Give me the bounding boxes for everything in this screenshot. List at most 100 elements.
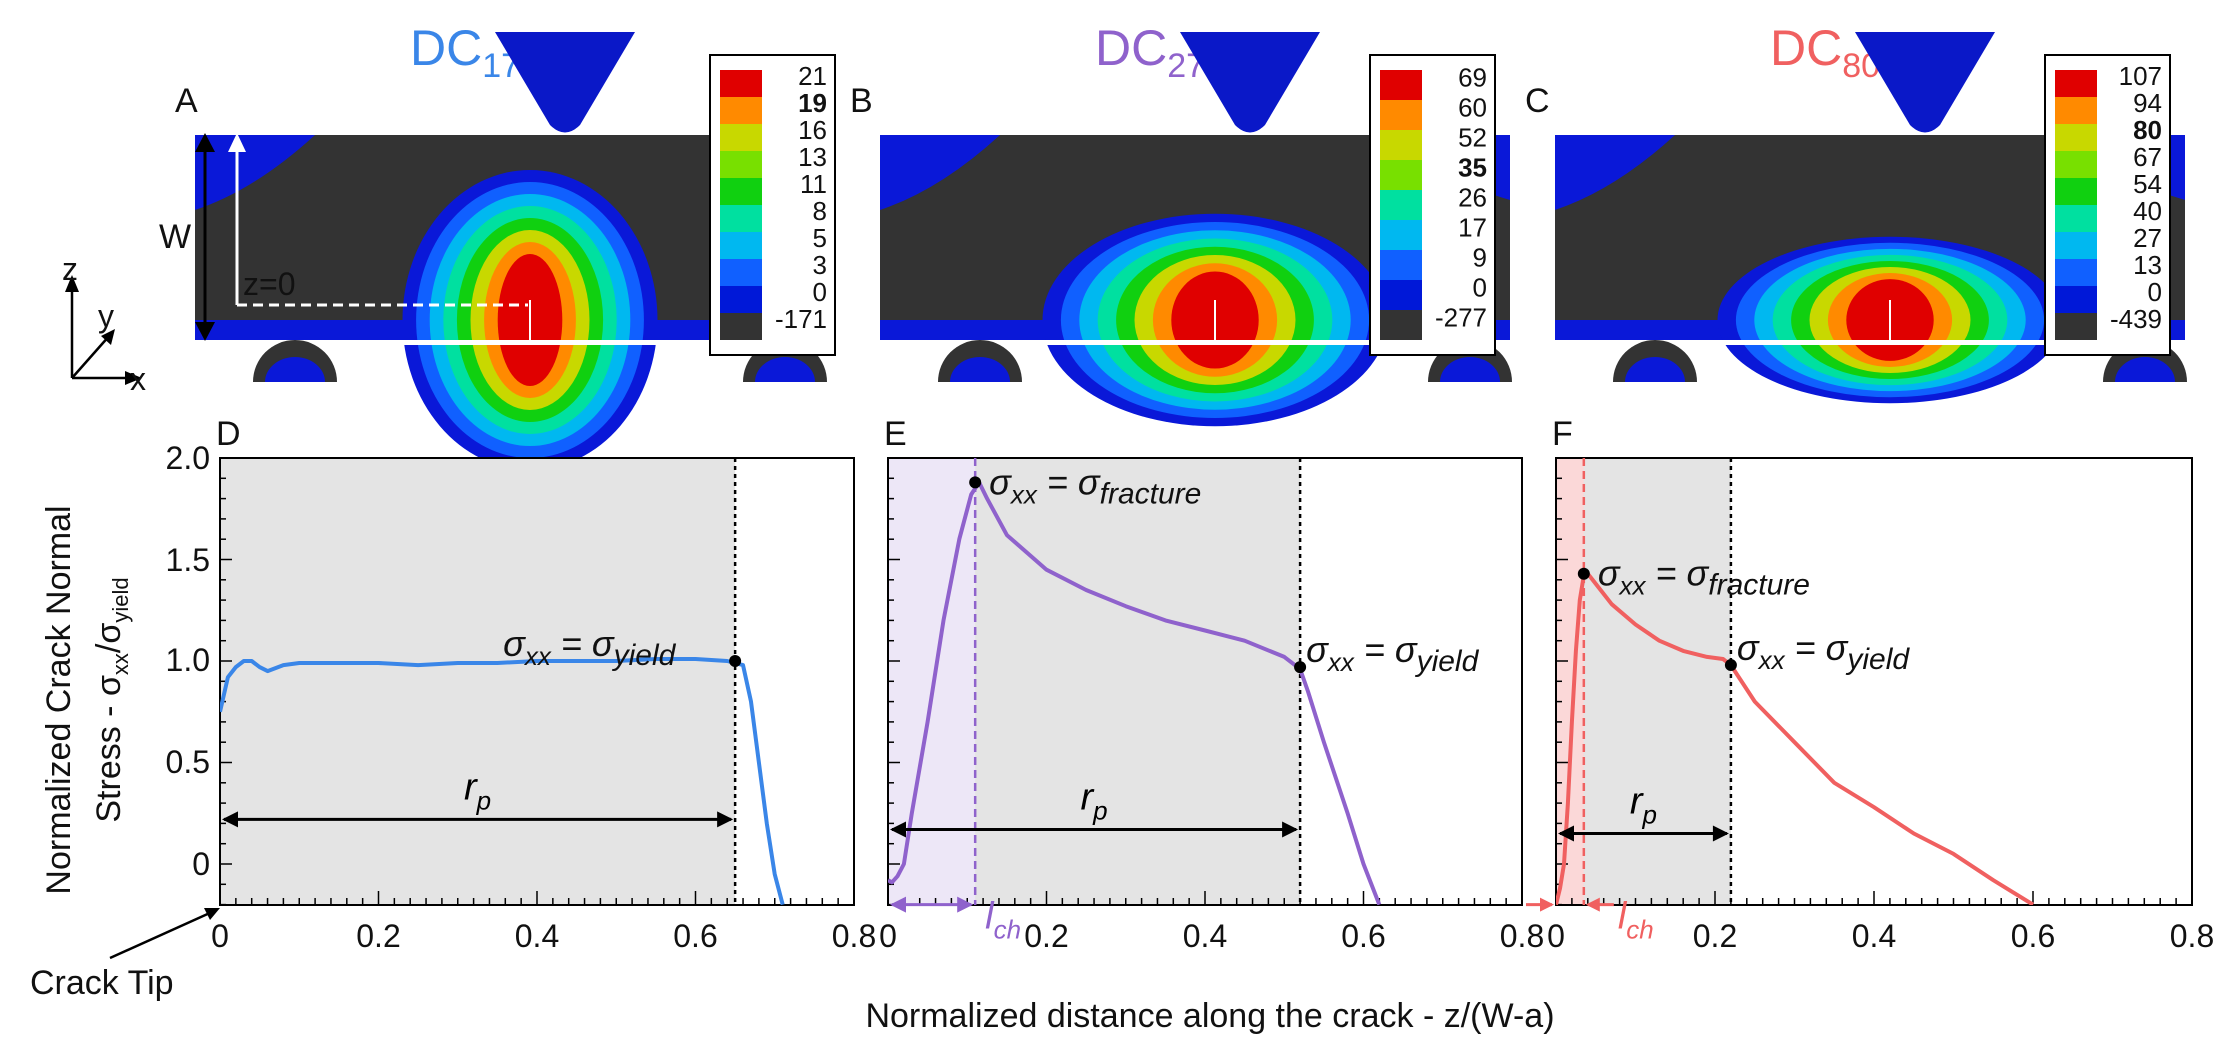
legend-value: 80 [2133,115,2162,145]
point-label-sub: xx [1009,479,1038,509]
contour-title-main: DC [1095,20,1167,76]
legend-value: 8 [813,196,827,226]
point-label: σxx = σyield [503,623,676,672]
stress-patch [1555,135,1675,210]
data-point [729,655,742,667]
legend-swatch [1380,310,1422,340]
x-tick-label: 0.4 [1852,918,1896,954]
legend-value: 0 [1473,273,1487,303]
point-label-sigma: σ [1598,553,1621,594]
rp-arrow: rp [1558,781,1729,842]
legend-value: 35 [1458,153,1487,183]
beam-bottom-edge [880,340,1510,345]
x-tick-label: 0.8 [832,918,876,954]
legend-swatch [720,232,762,259]
legend-swatch [2055,97,2097,124]
legend-value: 13 [2133,250,2162,280]
point-label: σxx = σyield [1306,629,1479,678]
legend-swatch [720,178,762,205]
legend-value: 9 [1473,243,1487,273]
arrow-head [717,811,734,828]
legend-value: 11 [800,169,827,199]
legend-swatch [1380,130,1422,160]
point-label-sub: xx [1757,645,1786,675]
legend-value: 17 [1458,213,1487,243]
legend-value: 52 [1458,123,1487,153]
legend-swatch [1380,70,1422,100]
support-contact [1440,357,1500,382]
point-label-eq: = σ [1646,553,1710,594]
legend-swatch [720,259,762,286]
series-line-dc17 [220,657,785,905]
arrow-head [1585,897,1600,912]
arrow-head [1540,897,1554,912]
legend-swatch [720,124,762,151]
point-label-sigma: σ [503,623,526,664]
point-label-eq: = σ [1785,627,1849,668]
plot-d: D 0 0.2 0.4 0.6 0.8 2.0 1.5 1.0 0.5 0 rp σxx = σyiel… [166,415,877,954]
point-label-sigma: σ [1306,629,1329,670]
point-label-sub: xx [1618,571,1647,601]
indenter [1855,32,1995,133]
legend-value: 19 [798,88,827,118]
point-label-sub2: yield [1845,643,1910,676]
x-tick-label: 0 [879,918,897,954]
x-tick-label: 0.8 [1500,918,1544,954]
arrow-label-sub: ch [1626,915,1653,945]
contour-title-b: DC27 [1095,20,1205,85]
panel-letter-e: E [884,415,907,453]
arrow-label-main: r [464,766,478,808]
point-label-sub2: yield [612,639,677,672]
legend-swatch [720,151,762,178]
support-contact [1625,357,1685,382]
y-tick-label: 0.5 [166,744,210,780]
legend-swatch [2055,70,2097,97]
legend-swatch [1380,250,1422,280]
x-tick-label: 0 [211,918,229,954]
beam-bottom-edge [1555,340,2185,345]
triad-z-label: z [62,251,78,287]
x-tick-label: 0.6 [673,918,717,954]
legend-value: -171 [775,304,827,334]
triad-y-label: y [98,298,114,334]
legend-swatch [1380,190,1422,220]
point-label: σxx = σfracture [1598,553,1810,602]
point-label-sub2: yield [1415,645,1480,678]
z0-label: z=0 [243,266,295,302]
panel-letter-a: A [175,82,198,120]
support-contact [265,357,325,382]
legend-swatch [1380,220,1422,250]
legend-value: 21 [798,61,827,91]
x-tick-label: 0.2 [1024,918,1068,954]
point-label-sigma: σ [1737,627,1760,668]
legend-value: 26 [1458,183,1487,213]
legend-value: 27 [2133,223,2162,253]
legend-swatch [720,70,762,97]
w-dimension: Wz=0 [159,133,528,341]
arrow-label-main: r [1080,776,1094,818]
point-label-eq: = σ [551,623,615,664]
arrow-label: rp [1080,776,1107,825]
arrow-label-sub: p [1092,795,1107,825]
legend-swatch [2055,286,2097,313]
contour-title-c: DC80 [1770,20,1880,85]
y-tick-label: 0 [192,846,210,882]
contour-title-a: DC17 [410,20,520,85]
stress-patch [880,135,1000,210]
x-tick-label: 0.6 [1341,918,1385,954]
legend-swatch [720,97,762,124]
legend-swatch [1380,280,1422,310]
data-point [1294,661,1307,674]
arrow-label-sub: ch [994,915,1021,945]
legend-swatch [2055,178,2097,205]
point-label-sub: xx [1326,647,1355,677]
contour-title-main: DC [1770,20,1842,76]
arrow-head [890,896,906,913]
w-arrow-head [195,133,215,152]
y-axis-label-line1: Normalized Crack Normal [40,505,78,894]
